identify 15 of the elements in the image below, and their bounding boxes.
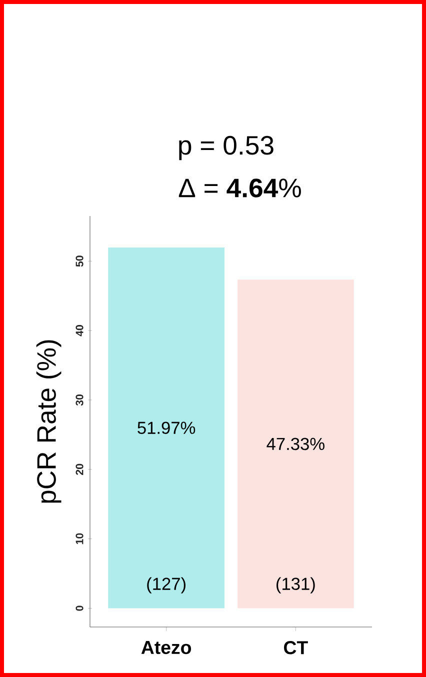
annotation: (131) bbox=[276, 577, 315, 594]
data-label: 47.33% bbox=[266, 438, 324, 450]
y-tick-label: 20 bbox=[76, 464, 84, 475]
y-tick-label: 10 bbox=[76, 533, 84, 544]
y-tick-label: 40 bbox=[76, 325, 84, 336]
chart-title: p = 0.53 bbox=[179, 136, 274, 160]
annotation: (127) bbox=[147, 577, 186, 594]
y-tick-label: 0 bbox=[76, 606, 84, 611]
x-tick-label: Atezo bbox=[141, 641, 192, 654]
chart-subtitle: Δ = 4.64% bbox=[178, 178, 301, 198]
y-tick-label: 50 bbox=[76, 256, 84, 267]
y-axis-title: pCR Rate (%) bbox=[36, 340, 62, 503]
data-label: 51.97% bbox=[138, 422, 196, 434]
x-tick-label: CT bbox=[284, 641, 308, 654]
y-tick-label: 30 bbox=[76, 394, 84, 406]
